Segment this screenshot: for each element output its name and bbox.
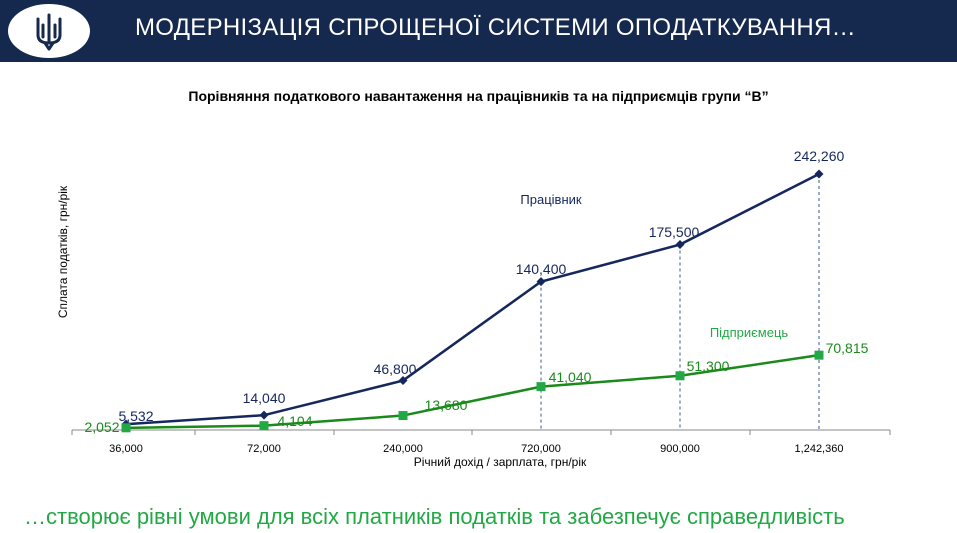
data-point-worker <box>259 410 269 420</box>
x-axis-label: Річний дохід / зарплата, грн/рік <box>414 455 587 469</box>
data-label-entrepreneur: 51,300 <box>687 358 730 374</box>
data-label-entrepreneur: 70,815 <box>826 340 869 356</box>
x-tick-label: 720,000 <box>521 443 561 455</box>
data-point-worker <box>398 376 408 386</box>
x-tick-label: 1,242,360 <box>795 443 844 455</box>
data-label-entrepreneur: 4,104 <box>277 413 312 429</box>
page-title: МОДЕРНІЗАЦІЯ СПРОЩЕНОЇ СИСТЕМИ ОПОДАТКУВ… <box>135 14 856 41</box>
chart-title: Порівняння податкового навантаження на п… <box>188 88 769 104</box>
series-line-worker <box>125 172 820 426</box>
data-point-entrepreneur <box>536 382 546 392</box>
data-point-entrepreneur <box>121 423 131 433</box>
legend-label-worker: Працівник <box>520 192 581 207</box>
data-label-worker: 242,260 <box>794 148 845 164</box>
data-point-entrepreneur <box>814 350 824 360</box>
x-tick-label: 900,000 <box>660 443 700 455</box>
data-label-worker: 140,400 <box>516 261 567 277</box>
data-label-entrepreneur: 41,040 <box>549 369 592 385</box>
header-bar: МОДЕРНІЗАЦІЯ СПРОЩЕНОЇ СИСТЕМИ ОПОДАТКУВ… <box>0 0 957 62</box>
data-point-entrepreneur <box>675 371 685 381</box>
data-label-worker: 5,532 <box>118 408 153 424</box>
data-point-worker <box>536 277 546 287</box>
y-axis-label: Сплата податків, грн/рік <box>56 185 70 318</box>
data-label-worker: 14,040 <box>243 390 286 406</box>
x-tick-label: 36,000 <box>109 443 143 455</box>
trident-coat-of-arms-icon <box>36 13 62 51</box>
data-label-entrepreneur: 2,052 <box>84 419 119 435</box>
footer-tagline: …створює рівні умови для всіх платників … <box>24 504 845 529</box>
data-label-worker: 46,800 <box>374 361 417 377</box>
logo <box>8 4 90 58</box>
data-point-worker <box>675 240 685 250</box>
data-point-worker <box>814 169 824 179</box>
data-point-entrepreneur <box>398 411 408 421</box>
data-point-entrepreneur <box>259 421 269 431</box>
x-tick-label: 240,000 <box>383 443 423 455</box>
legend-label-entrepreneur: Підприємець <box>710 325 789 340</box>
series-line-entrepreneur <box>125 353 820 430</box>
data-label-worker: 175,500 <box>649 224 700 240</box>
data-label-entrepreneur: 13,680 <box>425 397 468 413</box>
x-tick-label: 72,000 <box>247 443 281 455</box>
